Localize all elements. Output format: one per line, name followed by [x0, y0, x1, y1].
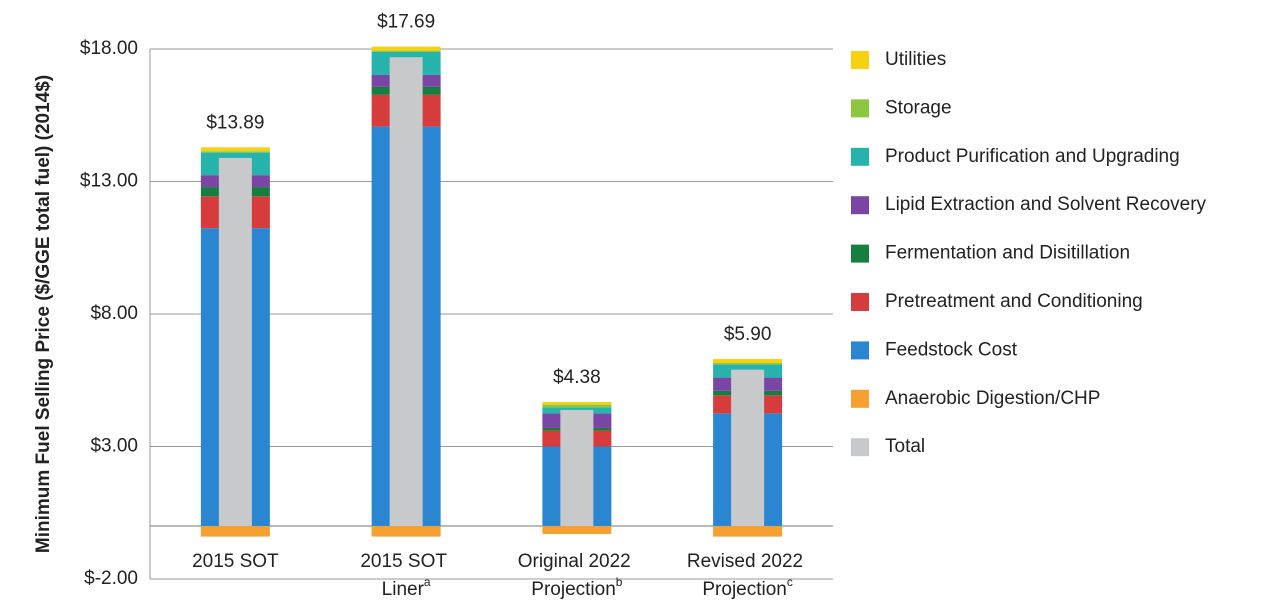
superscript: a: [424, 575, 431, 589]
legend-label: Fermentation and Disitillation: [885, 243, 1130, 264]
bar-segment: [542, 404, 612, 408]
legend-label: Total: [885, 436, 925, 457]
bar-segment: [371, 46, 441, 51]
y-tick-label: $8.00: [90, 303, 138, 324]
y-tick-label: $18.00: [80, 38, 138, 59]
legend-swatch: [851, 293, 869, 311]
x-tick-label: 2015 SOT: [192, 551, 279, 572]
y-tick-label: $3.00: [90, 436, 138, 457]
y-axis-label: Minimum Fuel Selling Price ($/GGE total …: [33, 75, 54, 553]
legend-label: Product Purification and Upgrading: [885, 146, 1180, 167]
bar-segment: [713, 526, 783, 537]
legend-label: Feedstock Cost: [885, 339, 1018, 360]
value-label: $4.38: [553, 367, 601, 388]
legend-swatch: [851, 51, 869, 69]
legend-swatch: [851, 196, 869, 215]
x-tick-label: Revised 2022 Projectionc: [687, 551, 808, 600]
bar-segment: [542, 401, 612, 405]
legend-swatch: [851, 99, 869, 118]
bar-segment: [200, 147, 270, 152]
value-label: $13.89: [206, 112, 264, 133]
legend-label: Lipid Extraction and Solvent Recovery: [885, 194, 1207, 215]
superscript: b: [616, 575, 623, 589]
legend-swatch: [851, 341, 869, 360]
bar-segment: [542, 526, 612, 534]
superscript: c: [787, 575, 793, 589]
legend-label: Anaerobic Digestion/CHP: [885, 388, 1100, 409]
bar-segment: [200, 526, 270, 537]
legend-label: Utilities: [885, 49, 946, 70]
value-label: $5.90: [724, 324, 772, 345]
value-label: $17.69: [377, 12, 435, 33]
y-tick-label: $-2.00: [84, 568, 138, 589]
bar-segment: [200, 151, 270, 153]
legend-swatch: [851, 438, 869, 457]
total-bar: [560, 409, 594, 526]
total-bar: [389, 57, 423, 527]
y-tick-label: $13.00: [80, 171, 138, 192]
x-tick-label: 2015 SOT Linera: [360, 551, 452, 600]
bar-segment: [371, 526, 441, 537]
total-bar: [731, 369, 765, 526]
bar-segment: [713, 363, 783, 365]
legend-label: Storage: [885, 97, 952, 118]
legend-swatch: [851, 389, 869, 408]
legend-swatch: [851, 244, 869, 263]
bar-segment: [713, 359, 783, 364]
legend-label: Pretreatment and Conditioning: [885, 291, 1143, 312]
x-tick-label: Original 2022 Projectionb: [518, 551, 636, 600]
total-bar: [218, 157, 252, 527]
bar-segment: [371, 50, 441, 52]
legend-swatch: [851, 147, 869, 166]
